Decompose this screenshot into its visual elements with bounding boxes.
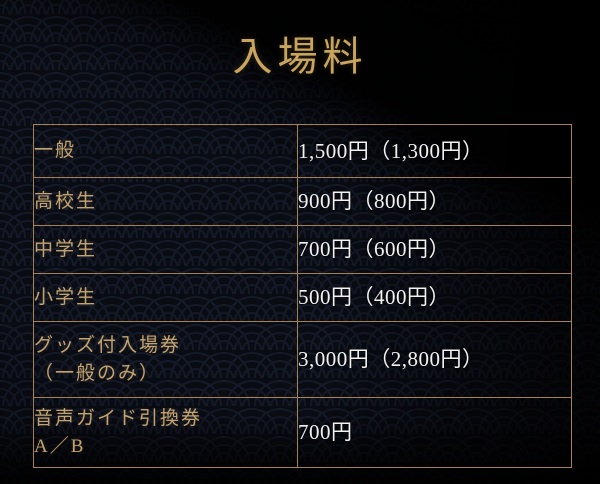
ticket-price-value: 500円（400円） (297, 273, 572, 322)
table-row: 小学生 500円（400円） (33, 273, 572, 322)
ticket-price-value: 3,000円（2,800円） (297, 321, 572, 398)
ticket-type-label: 小学生 (33, 273, 298, 322)
ticket-type-label: 高校生 (33, 177, 298, 226)
table-row: 一般 1,500円（1,300円） (33, 124, 572, 178)
table-row: 中学生 700円（600円） (33, 225, 572, 274)
ticket-type-label: 中学生 (33, 225, 298, 274)
table-row: 音声ガイド引換券 A／B 700円 (33, 397, 572, 468)
ticket-type-label: 一般 (33, 124, 298, 178)
table-row: グッズ付入場券 （一般のみ） 3,000円（2,800円） (33, 321, 572, 398)
ticket-price-value: 1,500円（1,300円） (297, 124, 572, 178)
ticket-price-value: 700円（600円） (297, 225, 572, 274)
ticket-price-value: 700円 (297, 397, 572, 468)
page-title: 入場料 (232, 34, 368, 79)
table-row: 高校生 900円（800円） (33, 177, 572, 226)
price-table-body: 一般 1,500円（1,300円） 高校生 900円（800円） 中学生 700… (33, 124, 572, 468)
ticket-price-value: 900円（800円） (297, 177, 572, 226)
admission-price-table: 一般 1,500円（1,300円） 高校生 900円（800円） 中学生 700… (33, 124, 572, 468)
ticket-type-label: グッズ付入場券 （一般のみ） (33, 321, 298, 398)
ticket-type-label: 音声ガイド引換券 A／B (33, 397, 298, 468)
